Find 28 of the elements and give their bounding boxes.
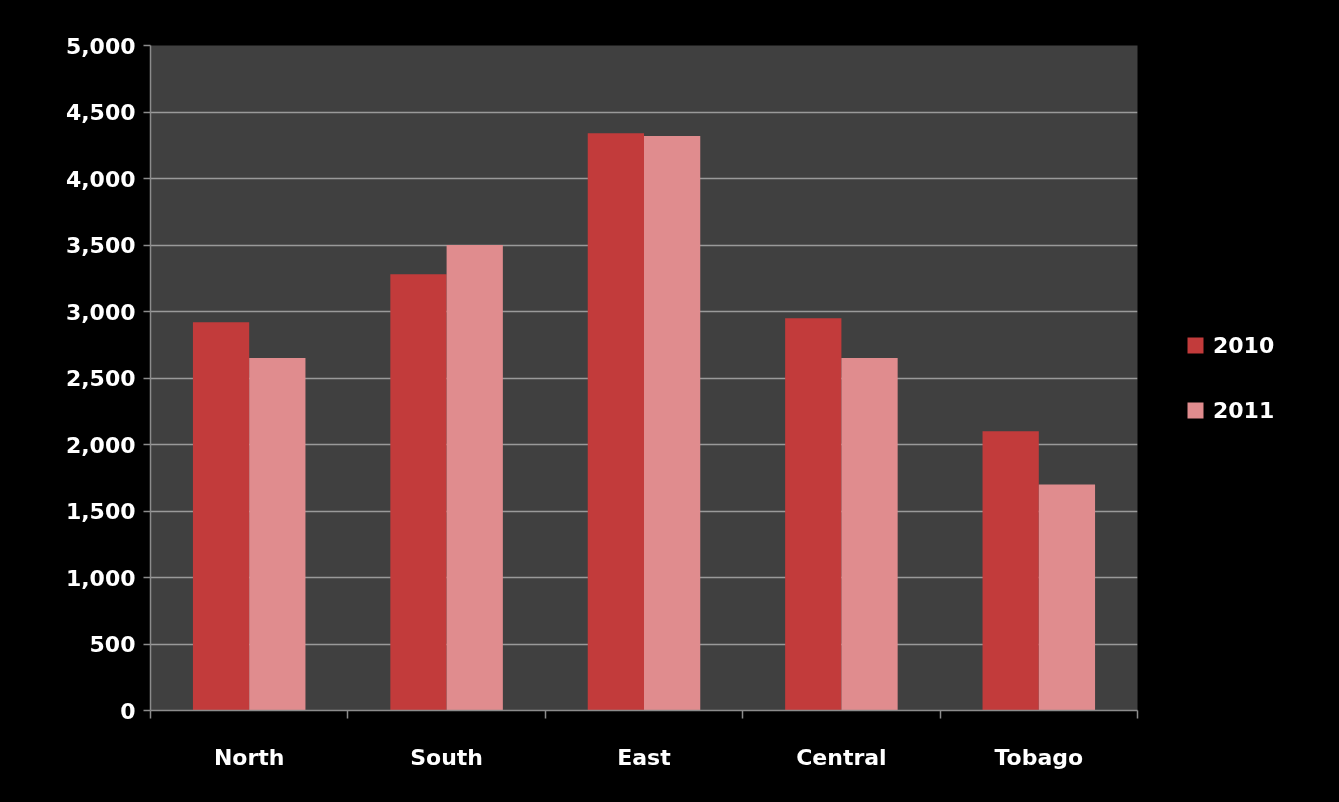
bar <box>644 135 701 711</box>
bar <box>785 318 842 711</box>
bar <box>982 431 1039 711</box>
x-tick-label: East <box>617 744 672 770</box>
x-tick-label: Central <box>796 744 887 770</box>
y-tick-label: 2,000 <box>65 432 136 458</box>
bar <box>390 274 447 711</box>
x-tick-label: North <box>213 744 285 770</box>
y-tick-label: 5,000 <box>65 33 136 59</box>
y-tick-label: 3,500 <box>65 233 136 258</box>
y-tick-label: 3,000 <box>65 299 136 325</box>
bar <box>192 322 250 711</box>
y-tick-label: 0 <box>120 698 136 724</box>
y-tick-label: 4,500 <box>65 100 136 125</box>
y-tick-label: 1,500 <box>65 499 136 524</box>
bar <box>1038 484 1096 711</box>
y-tick-label: 2,500 <box>65 366 136 391</box>
bar <box>446 245 503 711</box>
y-tick-label: 500 <box>89 632 136 657</box>
y-tick-label: 4,000 <box>65 166 136 192</box>
x-tick-label: Tobago <box>994 744 1084 770</box>
bar <box>249 358 306 711</box>
y-tick-label: 1,000 <box>65 565 136 591</box>
x-tick-label: South <box>410 744 484 770</box>
bar <box>841 358 898 711</box>
legend-label: 2011 <box>1213 397 1275 423</box>
legend-label: 2010 <box>1213 332 1275 358</box>
bar <box>587 133 644 711</box>
